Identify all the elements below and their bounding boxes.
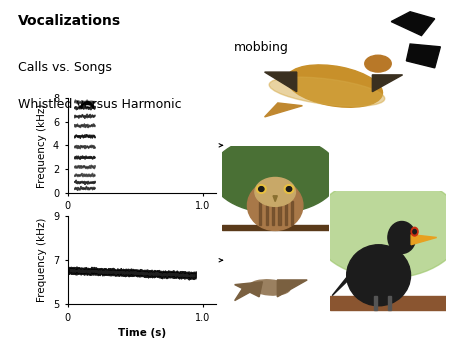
Bar: [266, 200, 268, 225]
Polygon shape: [273, 196, 277, 201]
Ellipse shape: [411, 227, 418, 236]
Polygon shape: [265, 103, 302, 117]
Polygon shape: [277, 280, 307, 297]
Ellipse shape: [259, 187, 264, 191]
Bar: [222, 225, 328, 231]
Ellipse shape: [211, 136, 339, 213]
Polygon shape: [234, 282, 262, 297]
Bar: [291, 200, 293, 225]
Ellipse shape: [284, 185, 294, 193]
Polygon shape: [372, 75, 403, 92]
Y-axis label: Frequency (kHz): Frequency (kHz): [37, 218, 47, 303]
Bar: [285, 200, 287, 225]
Ellipse shape: [250, 280, 290, 295]
Polygon shape: [234, 287, 252, 300]
Ellipse shape: [388, 221, 416, 254]
Ellipse shape: [255, 177, 296, 207]
Ellipse shape: [365, 55, 391, 72]
X-axis label: Time (s): Time (s): [118, 328, 166, 338]
Ellipse shape: [312, 176, 450, 278]
Bar: [279, 200, 280, 225]
Bar: [259, 200, 261, 225]
Ellipse shape: [248, 180, 303, 231]
Text: mobbing: mobbing: [234, 41, 289, 53]
Ellipse shape: [287, 65, 382, 107]
Polygon shape: [265, 72, 297, 92]
Ellipse shape: [256, 185, 266, 193]
Ellipse shape: [346, 245, 410, 306]
Ellipse shape: [286, 187, 292, 191]
Polygon shape: [411, 235, 436, 245]
Bar: [330, 296, 446, 310]
Bar: [374, 296, 378, 310]
Polygon shape: [391, 12, 435, 35]
Ellipse shape: [413, 230, 416, 234]
Bar: [388, 296, 392, 310]
Ellipse shape: [269, 77, 385, 106]
Y-axis label: Frequency (kHz): Frequency (kHz): [37, 103, 47, 188]
Text: Whistled versus Harmonic: Whistled versus Harmonic: [18, 98, 182, 111]
X-axis label: Time (s): Time (s): [118, 217, 166, 226]
Polygon shape: [406, 44, 441, 68]
Polygon shape: [332, 272, 351, 296]
Text: Vocalizations: Vocalizations: [18, 14, 121, 27]
Bar: [272, 200, 274, 225]
Text: Calls vs. Songs: Calls vs. Songs: [18, 61, 112, 74]
